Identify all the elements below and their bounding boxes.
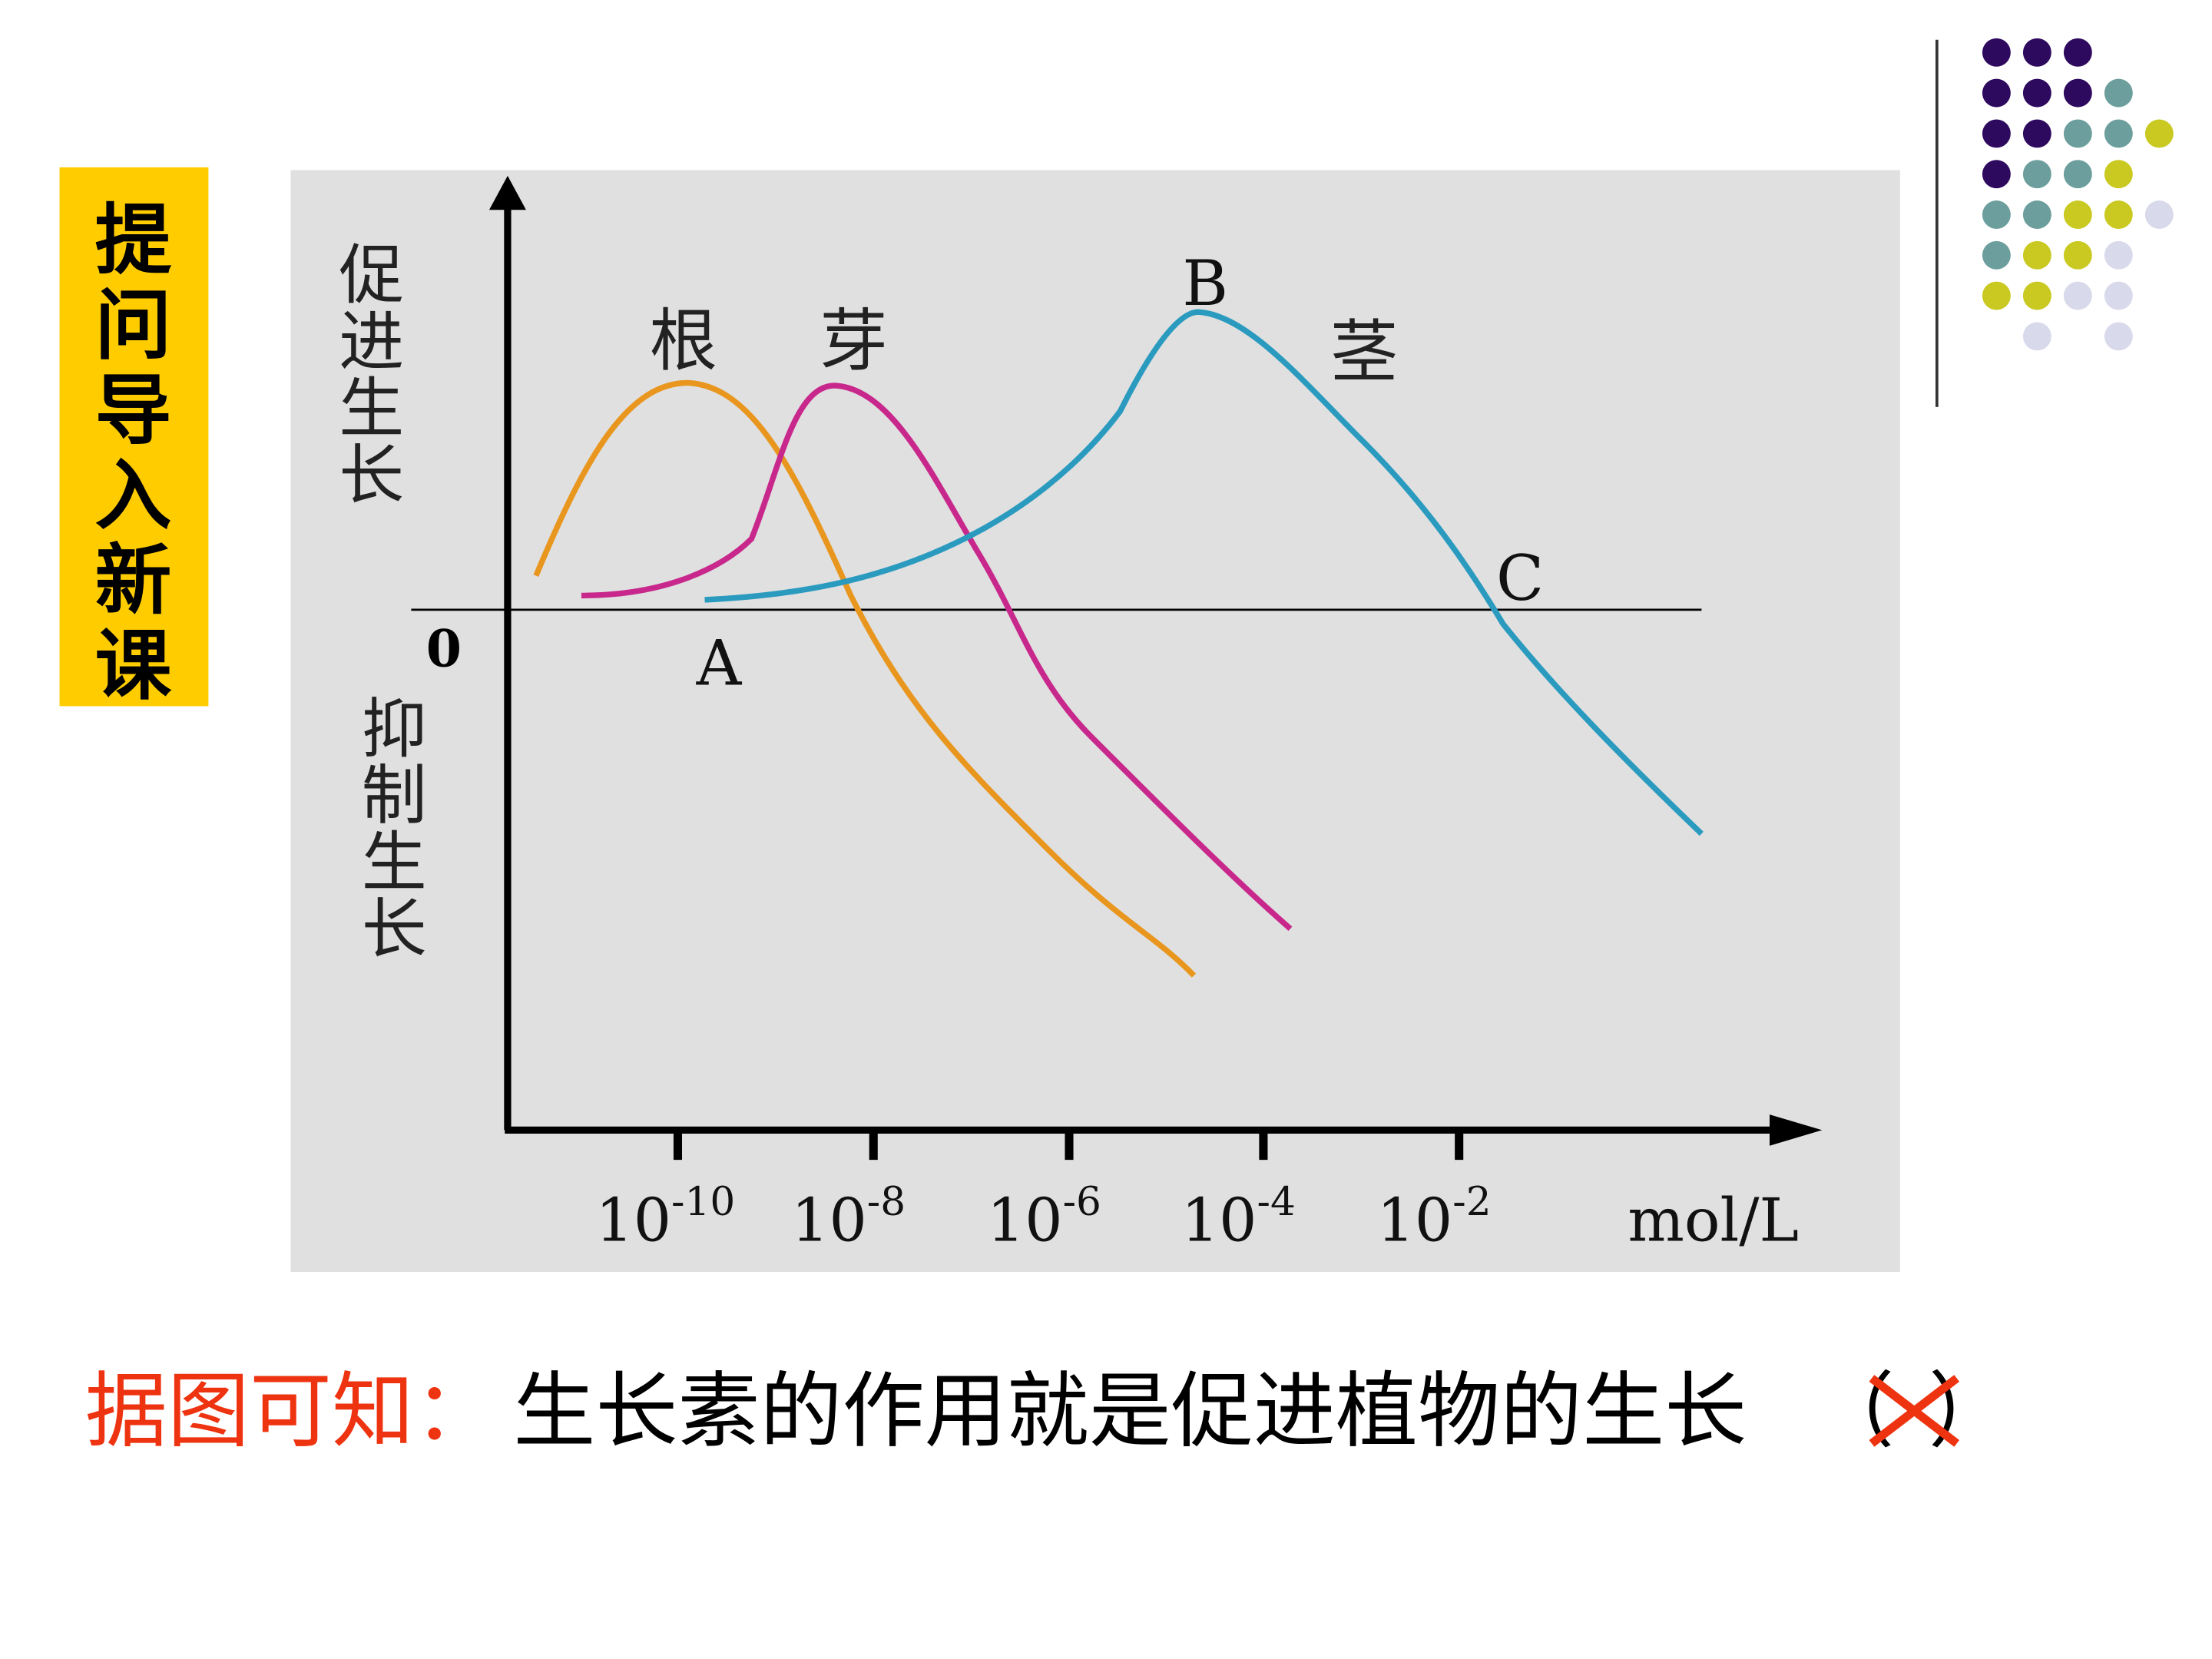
decoration-dots: [1982, 38, 2174, 351]
point-label: B: [1182, 248, 1228, 320]
statement-open: （: [1812, 1364, 1894, 1459]
x-tick-exponent: -6: [1063, 1179, 1101, 1225]
curve-label: 根: [650, 301, 718, 380]
dot: [1982, 200, 2011, 229]
chart-area: [290, 170, 1900, 1273]
point-label: C: [1496, 543, 1544, 615]
dot: [1982, 281, 2011, 310]
point-label: A: [696, 628, 743, 700]
stem-curve: [704, 309, 1704, 836]
x-tick-label: 10-8: [791, 1179, 906, 1255]
x-tick-label: 10-10: [595, 1179, 735, 1255]
y-arrow: [488, 175, 526, 210]
dot: [2144, 200, 2174, 229]
side-tab-char: 问: [95, 280, 172, 370]
root-curve: [533, 379, 1197, 978]
dot: [2063, 281, 2092, 310]
x-tick-base: 10: [1181, 1186, 1257, 1255]
dot: [2104, 119, 2133, 148]
dot: [2063, 200, 2092, 229]
curve-label: 茎: [1330, 313, 1399, 392]
dot: [2022, 322, 2051, 351]
statement-text: 生长素的作用就是促进植物的生长: [513, 1364, 1747, 1459]
dot: [1982, 38, 2011, 67]
x-tick-label: 10-4: [1181, 1179, 1296, 1255]
dot: [1982, 240, 2011, 270]
dot: [2022, 119, 2051, 148]
chart-text: 促进生长抑制生长0根芽茎ABC10-10 10-8 10-6 10-4 10-2 mol/…: [339, 238, 1799, 1256]
x-tick-exponent: -4: [1257, 1179, 1295, 1225]
side-tab-char: 导: [95, 366, 172, 455]
dot: [2022, 240, 2051, 270]
dot: [2022, 38, 2051, 67]
dot: [2022, 200, 2051, 229]
x-tick-base: 10: [595, 1186, 671, 1255]
y-label-bottom: 生: [362, 825, 427, 901]
x-tick-base: 10: [1377, 1186, 1453, 1255]
dot: [2063, 119, 2092, 148]
statement-close: ）: [1929, 1364, 2011, 1459]
side-tab: [59, 167, 209, 707]
dot: [2144, 119, 2174, 148]
y-label-top: 进: [339, 304, 404, 380]
x-tick-base: 10: [987, 1186, 1063, 1255]
x-unit: mol/L: [1628, 1186, 1799, 1255]
x-tick-exponent: -10: [671, 1179, 735, 1225]
x-tick-exponent: -8: [867, 1179, 906, 1225]
dot: [2104, 78, 2133, 108]
dot: [2063, 38, 2092, 67]
dot: [2104, 322, 2133, 351]
x-arrow: [1770, 1114, 1823, 1146]
y-label-top: 长: [339, 438, 404, 514]
origin-label: 0: [426, 619, 462, 679]
dot: [2022, 281, 2051, 310]
dot: [2063, 160, 2092, 189]
dot: [2022, 160, 2051, 189]
dot: [2104, 160, 2133, 189]
dot: [2104, 240, 2133, 270]
dot: [1982, 119, 2011, 148]
dot: [2022, 78, 2051, 108]
statement-lead: 据图可知：: [85, 1364, 496, 1459]
y-label-bottom: 抑: [362, 691, 427, 767]
dot: [2104, 200, 2133, 229]
x-tick-base: 10: [791, 1186, 867, 1255]
side-tab-char: 课: [95, 621, 172, 710]
side-tab-char: 入: [95, 450, 172, 540]
x-tick-label: 10-6: [987, 1179, 1101, 1255]
y-label-top: 生: [339, 371, 404, 447]
dot: [1982, 160, 2011, 189]
side-tab-char: 新: [95, 535, 172, 625]
x-tick-label: 10-2: [1377, 1179, 1492, 1255]
cross-mark: [1869, 1375, 1960, 1447]
x-tick-exponent: -2: [1452, 1179, 1491, 1225]
y-label-top: 促: [339, 238, 404, 314]
y-label-bottom: 制: [362, 758, 427, 834]
dot: [2063, 78, 2092, 108]
side-tab-char: 提: [95, 195, 172, 285]
bud-curve: [581, 382, 1293, 932]
y-label-bottom: 长: [362, 892, 427, 968]
dot: [2104, 281, 2133, 310]
dot: [2063, 240, 2092, 270]
curve-label: 芽: [820, 301, 888, 380]
dot: [1982, 78, 2011, 108]
